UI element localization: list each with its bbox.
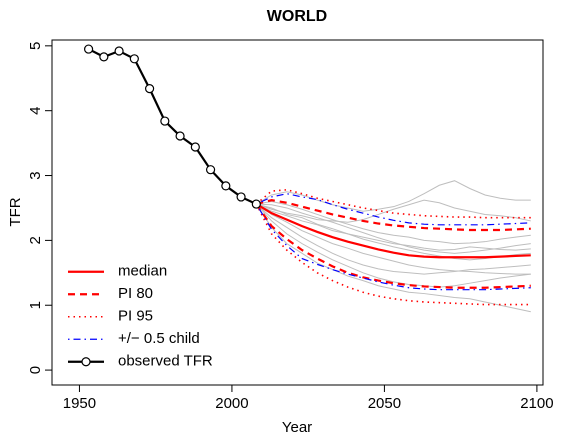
data-point [144, 84, 155, 94]
series-line [255, 203, 531, 259]
series-line [88, 48, 257, 206]
plot-frame [51, 39, 544, 386]
x-axis-label: Year [282, 419, 312, 436]
legend-label: PI 95 [118, 308, 153, 325]
data-point [221, 181, 231, 191]
series-line [256, 193, 531, 226]
trajectory [256, 203, 531, 275]
trajectory [256, 200, 531, 245]
legend-label: observed TFR [118, 353, 213, 370]
y-tick-label: 2 [27, 236, 44, 244]
series-line [256, 199, 531, 232]
trajectory [256, 203, 531, 261]
data-point [236, 192, 246, 202]
y-tick-label: 1 [27, 301, 44, 309]
data-point [205, 165, 216, 175]
y-tick-label: 3 [27, 171, 44, 179]
chart-title: WORLD [267, 8, 327, 25]
x-tick-label: 1950 [63, 395, 96, 412]
legend-label: +/− 0.5 child [118, 330, 200, 347]
data-point [251, 199, 261, 209]
trajectory [255, 203, 531, 275]
data-point [190, 142, 200, 152]
data-point [160, 116, 170, 126]
y-tick-label: 5 [27, 42, 44, 50]
legend-marker [81, 357, 91, 367]
data-point [99, 52, 109, 62]
series-line [255, 203, 531, 291]
legend-label: PI 80 [118, 285, 153, 302]
legend-label: median [118, 263, 167, 280]
trajectory [256, 203, 531, 254]
x-tick-label: 2100 [520, 395, 553, 412]
trajectory [256, 180, 531, 212]
x-tick-label: 2050 [368, 395, 401, 412]
data-point [175, 131, 185, 141]
trajectory [255, 203, 531, 313]
y-tick-label: 0 [27, 366, 44, 374]
data-point [114, 46, 124, 56]
trajectory [256, 203, 531, 251]
trajectory [255, 203, 531, 288]
data-point [129, 54, 139, 64]
trajectory [256, 199, 531, 223]
series-line [255, 203, 531, 289]
y-axis-label: TFR [7, 197, 24, 226]
data-point [83, 44, 94, 54]
y-tick-label: 4 [27, 107, 44, 115]
x-tick-label: 2000 [215, 395, 248, 412]
